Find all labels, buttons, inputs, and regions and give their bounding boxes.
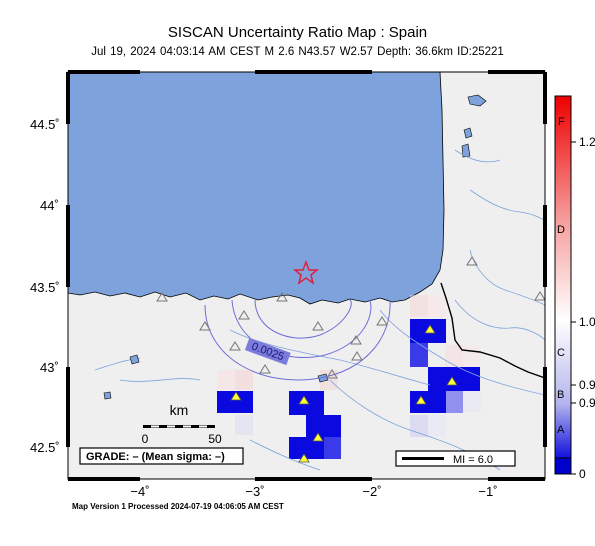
scale-end: 50	[208, 432, 222, 446]
active-stations	[230, 324, 458, 463]
grade-letter: B	[557, 389, 564, 401]
grade-label: GRADE: – (Mean sigma: –)	[86, 451, 225, 463]
lon-tick: −4˚	[130, 484, 149, 499]
lagoon	[461, 143, 471, 158]
lat-tick: 44˚	[40, 198, 59, 213]
event-info: Jul 19, 2024 04:03:14 AM CEST M 2.6 N43.…	[91, 46, 504, 58]
colorbar-value: 0	[579, 467, 586, 481]
lat-tick: 43˚	[40, 360, 59, 375]
lagoon	[463, 127, 473, 139]
mi-legend-line	[402, 457, 444, 460]
contours	[204, 299, 391, 381]
lagoon	[467, 94, 487, 107]
colorbar-values: 1.2 1.0 0.9 0.9 0	[579, 135, 595, 481]
lat-tick: 42.5˚	[30, 440, 60, 455]
colorbar-zero-swatch	[554, 457, 572, 475]
grade-letter: F	[558, 116, 565, 128]
map-frame	[66, 70, 547, 481]
colorbar-value: 0.9	[579, 378, 595, 392]
lat-tick: 44.5˚	[30, 117, 60, 132]
mi-legend-label: MI = 6.0	[453, 454, 493, 466]
colorbar: F D C B A 1.2 1.0 0.9 0.9 0	[554, 95, 595, 481]
uncertainty-cells-mid	[324, 343, 463, 459]
map-area: 0.0025	[68, 72, 545, 479]
lon-axis: −4˚ −3˚ −2˚ −1˚	[130, 484, 497, 499]
colorbar-value: 0.9	[579, 396, 595, 410]
colorbar-value: 1.2	[579, 135, 595, 149]
colorbar-value: 1.0	[579, 315, 595, 329]
grade-letter: A	[557, 424, 565, 436]
colorbar-grades: F D C B A	[557, 116, 565, 436]
stations	[156, 256, 545, 379]
lon-tick: −1˚	[478, 484, 497, 499]
grade-letter: C	[557, 347, 565, 359]
lon-tick: −2˚	[362, 484, 381, 499]
uncertainty-cells	[217, 319, 480, 459]
scale-start: 0	[142, 432, 149, 446]
grade-letter: D	[557, 224, 565, 236]
border-line	[440, 282, 545, 379]
lon-tick: −3˚	[245, 484, 264, 499]
grade-box	[79, 447, 244, 465]
map-title: SISCAN Uncertainty Ratio Map : Spain	[167, 24, 428, 41]
contour-label-box	[244, 337, 291, 366]
lat-tick: 43.5˚	[30, 280, 60, 295]
scale-unit: km	[170, 402, 189, 418]
sea	[68, 72, 445, 305]
map-version-footer: Map Version 1 Processed 2024-07-19 04:06…	[72, 502, 284, 511]
reservoirs	[103, 354, 329, 400]
mi-legend-box	[395, 450, 516, 467]
epicenter-star	[292, 259, 320, 285]
scale-bar	[143, 425, 215, 428]
lat-axis: 44.5˚ 44˚ 43.5˚ 43˚ 42.5˚	[30, 117, 60, 455]
